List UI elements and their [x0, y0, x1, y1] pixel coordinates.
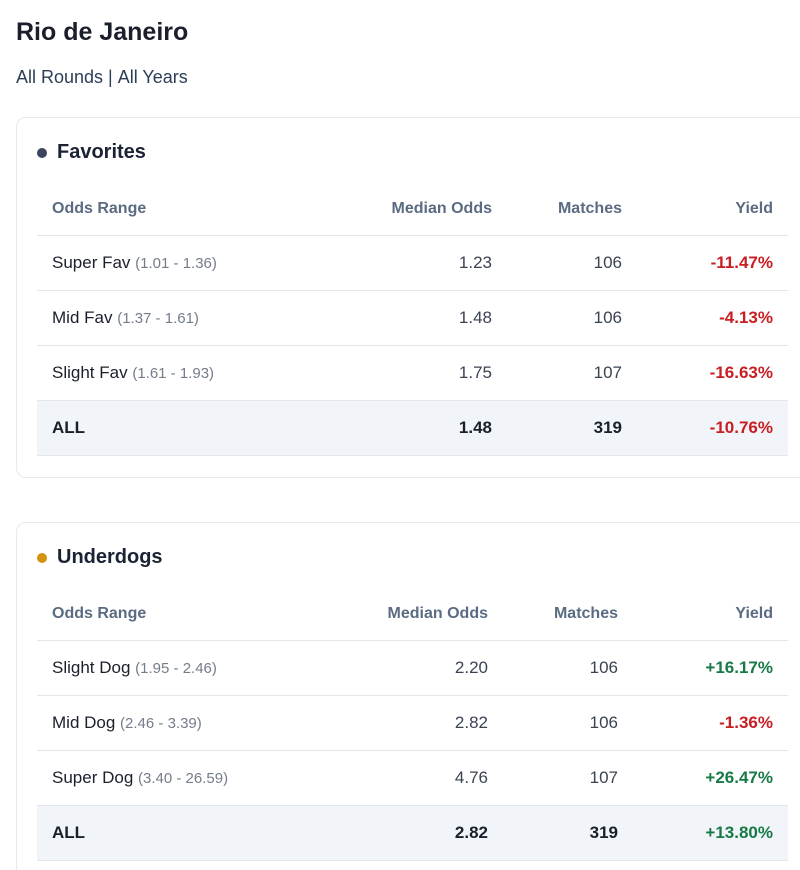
underdogs-title: Underdogs	[57, 546, 163, 568]
median-odds-cell: 4.76	[337, 750, 503, 806]
underdogs-dot-icon	[37, 552, 47, 563]
range-bounds: (1.61 - 1.93)	[132, 365, 215, 382]
matches-cell: 107	[503, 750, 633, 806]
odds-range-cell: Super Dog (3.40 - 26.59)	[37, 750, 337, 806]
yield-cell: -1.36%	[633, 695, 788, 751]
col-header-median-odds[interactable]: Median Odds	[337, 182, 507, 236]
range-bounds: (1.95 - 2.46)	[135, 660, 217, 677]
total-median-odds-cell: 2.82	[337, 805, 503, 861]
odds-range-cell: Mid Fav (1.37 - 1.61)	[37, 290, 337, 346]
range-bounds: (1.01 - 1.36)	[135, 255, 217, 272]
median-odds-cell: 1.48	[337, 290, 507, 346]
col-header-matches[interactable]: Matches	[503, 587, 633, 641]
matches-cell: 106	[503, 640, 633, 696]
range-name: Slight Dog	[52, 658, 131, 677]
table-header-row: Odds Range Median Odds Matches Yield	[37, 587, 788, 641]
matches-cell: 106	[503, 695, 633, 751]
yield-cell: +16.17%	[633, 640, 788, 696]
table-row: Slight Fav (1.61 - 1.93) 1.75 107 -16.63%	[37, 345, 788, 401]
underdogs-table: Odds Range Median Odds Matches Yield Sli…	[37, 587, 788, 861]
favorites-header: Favorites	[37, 141, 146, 164]
odds-range-cell: Slight Dog (1.95 - 2.46)	[37, 640, 337, 696]
table-row: Slight Dog (1.95 - 2.46) 2.20 106 +16.17%	[37, 640, 788, 696]
odds-range-cell: Mid Dog (2.46 - 3.39)	[37, 695, 337, 751]
total-median-odds-cell: 1.48	[337, 400, 507, 456]
underdogs-card: Underdogs Odds Range Median Odds Matches…	[16, 522, 800, 870]
filter-breadcrumb: All Rounds | All Years	[16, 67, 188, 88]
table-row: Super Fav (1.01 - 1.36) 1.23 106 -11.47%	[37, 235, 788, 291]
total-label-cell: ALL	[37, 805, 337, 861]
total-yield-cell: -10.76%	[637, 400, 788, 456]
underdogs-body: Slight Dog (1.95 - 2.46) 2.20 106 +16.17% Mi…	[37, 640, 788, 861]
yield-cell: -4.13%	[637, 290, 788, 346]
rounds-filter-link[interactable]: All Rounds	[16, 67, 104, 87]
median-odds-cell: 2.82	[337, 695, 503, 751]
odds-range-cell: Super Fav (1.01 - 1.36)	[37, 235, 337, 291]
median-odds-cell: 1.75	[337, 345, 507, 401]
table-header-row: Odds Range Median Odds Matches Yield	[37, 182, 788, 236]
col-header-matches[interactable]: Matches	[507, 182, 637, 236]
total-yield-cell: +13.80%	[633, 805, 788, 861]
col-header-median-odds[interactable]: Median Odds	[337, 587, 503, 641]
matches-cell: 106	[507, 235, 637, 291]
range-bounds: (3.40 - 26.59)	[138, 770, 229, 787]
favorites-dot-icon	[37, 147, 47, 158]
favorites-title: Favorites	[57, 141, 146, 163]
matches-cell: 106	[507, 290, 637, 346]
total-label-cell: ALL	[37, 400, 337, 456]
col-header-odds-range[interactable]: Odds Range	[37, 587, 337, 641]
page-title: Rio de Janeiro	[16, 18, 189, 46]
underdogs-header: Underdogs	[37, 546, 163, 569]
range-name: Super Dog	[52, 768, 134, 787]
median-odds-cell: 2.20	[337, 640, 503, 696]
median-odds-cell: 1.23	[337, 235, 507, 291]
col-header-yield[interactable]: Yield	[633, 587, 788, 641]
table-row: Super Dog (3.40 - 26.59) 4.76 107 +26.47%	[37, 750, 788, 806]
yield-cell: +26.47%	[633, 750, 788, 806]
col-header-yield[interactable]: Yield	[637, 182, 788, 236]
range-name: Mid Dog	[52, 713, 116, 732]
matches-cell: 107	[507, 345, 637, 401]
favorites-table: Odds Range Median Odds Matches Yield Sup…	[37, 182, 788, 456]
table-row: Mid Dog (2.46 - 3.39) 2.82 106 -1.36%	[37, 695, 788, 751]
range-name: Slight Fav	[52, 363, 128, 382]
range-name: Super Fav	[52, 253, 131, 272]
yield-cell: -11.47%	[637, 235, 788, 291]
favorites-card: Favorites Odds Range Median Odds Matches…	[16, 117, 800, 478]
total-row: ALL 2.82 319 +13.80%	[37, 805, 788, 861]
total-matches-cell: 319	[507, 400, 637, 456]
table-row: Mid Fav (1.37 - 1.61) 1.48 106 -4.13%	[37, 290, 788, 346]
odds-range-cell: Slight Fav (1.61 - 1.93)	[37, 345, 337, 401]
range-name: Mid Fav	[52, 308, 113, 327]
favorites-body: Super Fav (1.01 - 1.36) 1.23 106 -11.47% Mid…	[37, 235, 788, 456]
total-row: ALL 1.48 319 -10.76%	[37, 400, 788, 456]
range-bounds: (1.37 - 1.61)	[117, 310, 199, 327]
yield-cell: -16.63%	[637, 345, 788, 401]
years-filter-link[interactable]: All Years	[117, 67, 188, 87]
total-matches-cell: 319	[503, 805, 633, 861]
range-bounds: (2.46 - 3.39)	[120, 715, 202, 732]
filter-separator: |	[108, 67, 113, 87]
col-header-odds-range[interactable]: Odds Range	[37, 182, 337, 236]
